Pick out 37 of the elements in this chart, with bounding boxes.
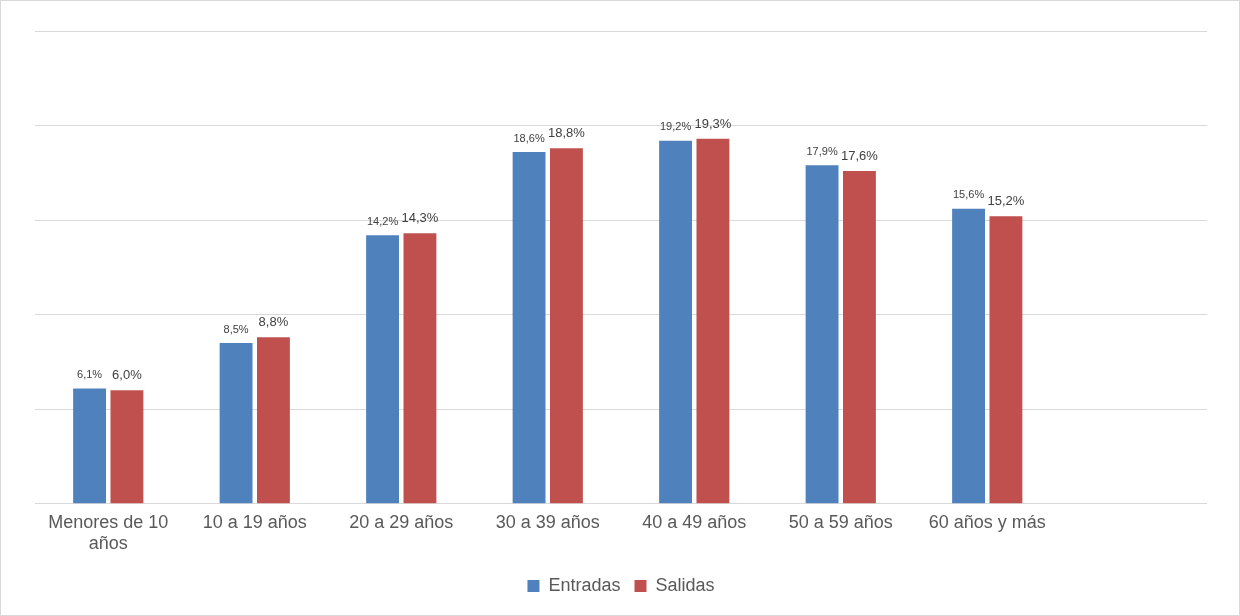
bar [512, 152, 546, 504]
data-label: 19,2% [659, 120, 692, 133]
data-label: 19,3% [694, 115, 732, 131]
x-tick-label: 50 a 59 años [788, 511, 893, 532]
bar [696, 138, 730, 504]
data-label: 17,9% [806, 144, 838, 157]
bar [73, 388, 107, 504]
x-tick-label: 40 a 49 años [642, 511, 747, 532]
x-tick-label: Menores de 10 años [48, 511, 169, 554]
bar [952, 208, 986, 504]
bar [659, 140, 693, 504]
data-label: 15,2% [987, 193, 1025, 209]
data-label: 6,0% [112, 367, 143, 383]
bar [219, 343, 253, 504]
bar [842, 170, 876, 504]
bar [403, 233, 437, 504]
bar [256, 337, 290, 504]
legend-label: Salidas [655, 574, 715, 595]
data-label: 18,6% [513, 131, 545, 144]
data-label: 15,6% [952, 188, 985, 201]
x-tick-label: 30 a 39 años [495, 511, 600, 532]
x-tick-label: 10 a 19 años [202, 511, 307, 532]
x-tick-label: 20 a 29 años [349, 511, 454, 532]
legend-label: Entradas [548, 574, 621, 595]
bar [989, 216, 1023, 504]
data-label: 14,2% [366, 214, 399, 227]
data-label: 6,1% [77, 367, 103, 380]
bar [110, 390, 144, 504]
data-label: 8,8% [258, 314, 289, 330]
data-label: 17,6% [840, 148, 879, 164]
bar [366, 235, 400, 504]
data-label: 14,3% [401, 210, 439, 226]
bar [549, 148, 583, 504]
bar [805, 165, 839, 504]
data-label: 8,5% [223, 322, 249, 335]
x-tick-label: 60 años y más [928, 511, 1046, 532]
data-label: 18,8% [547, 125, 586, 141]
